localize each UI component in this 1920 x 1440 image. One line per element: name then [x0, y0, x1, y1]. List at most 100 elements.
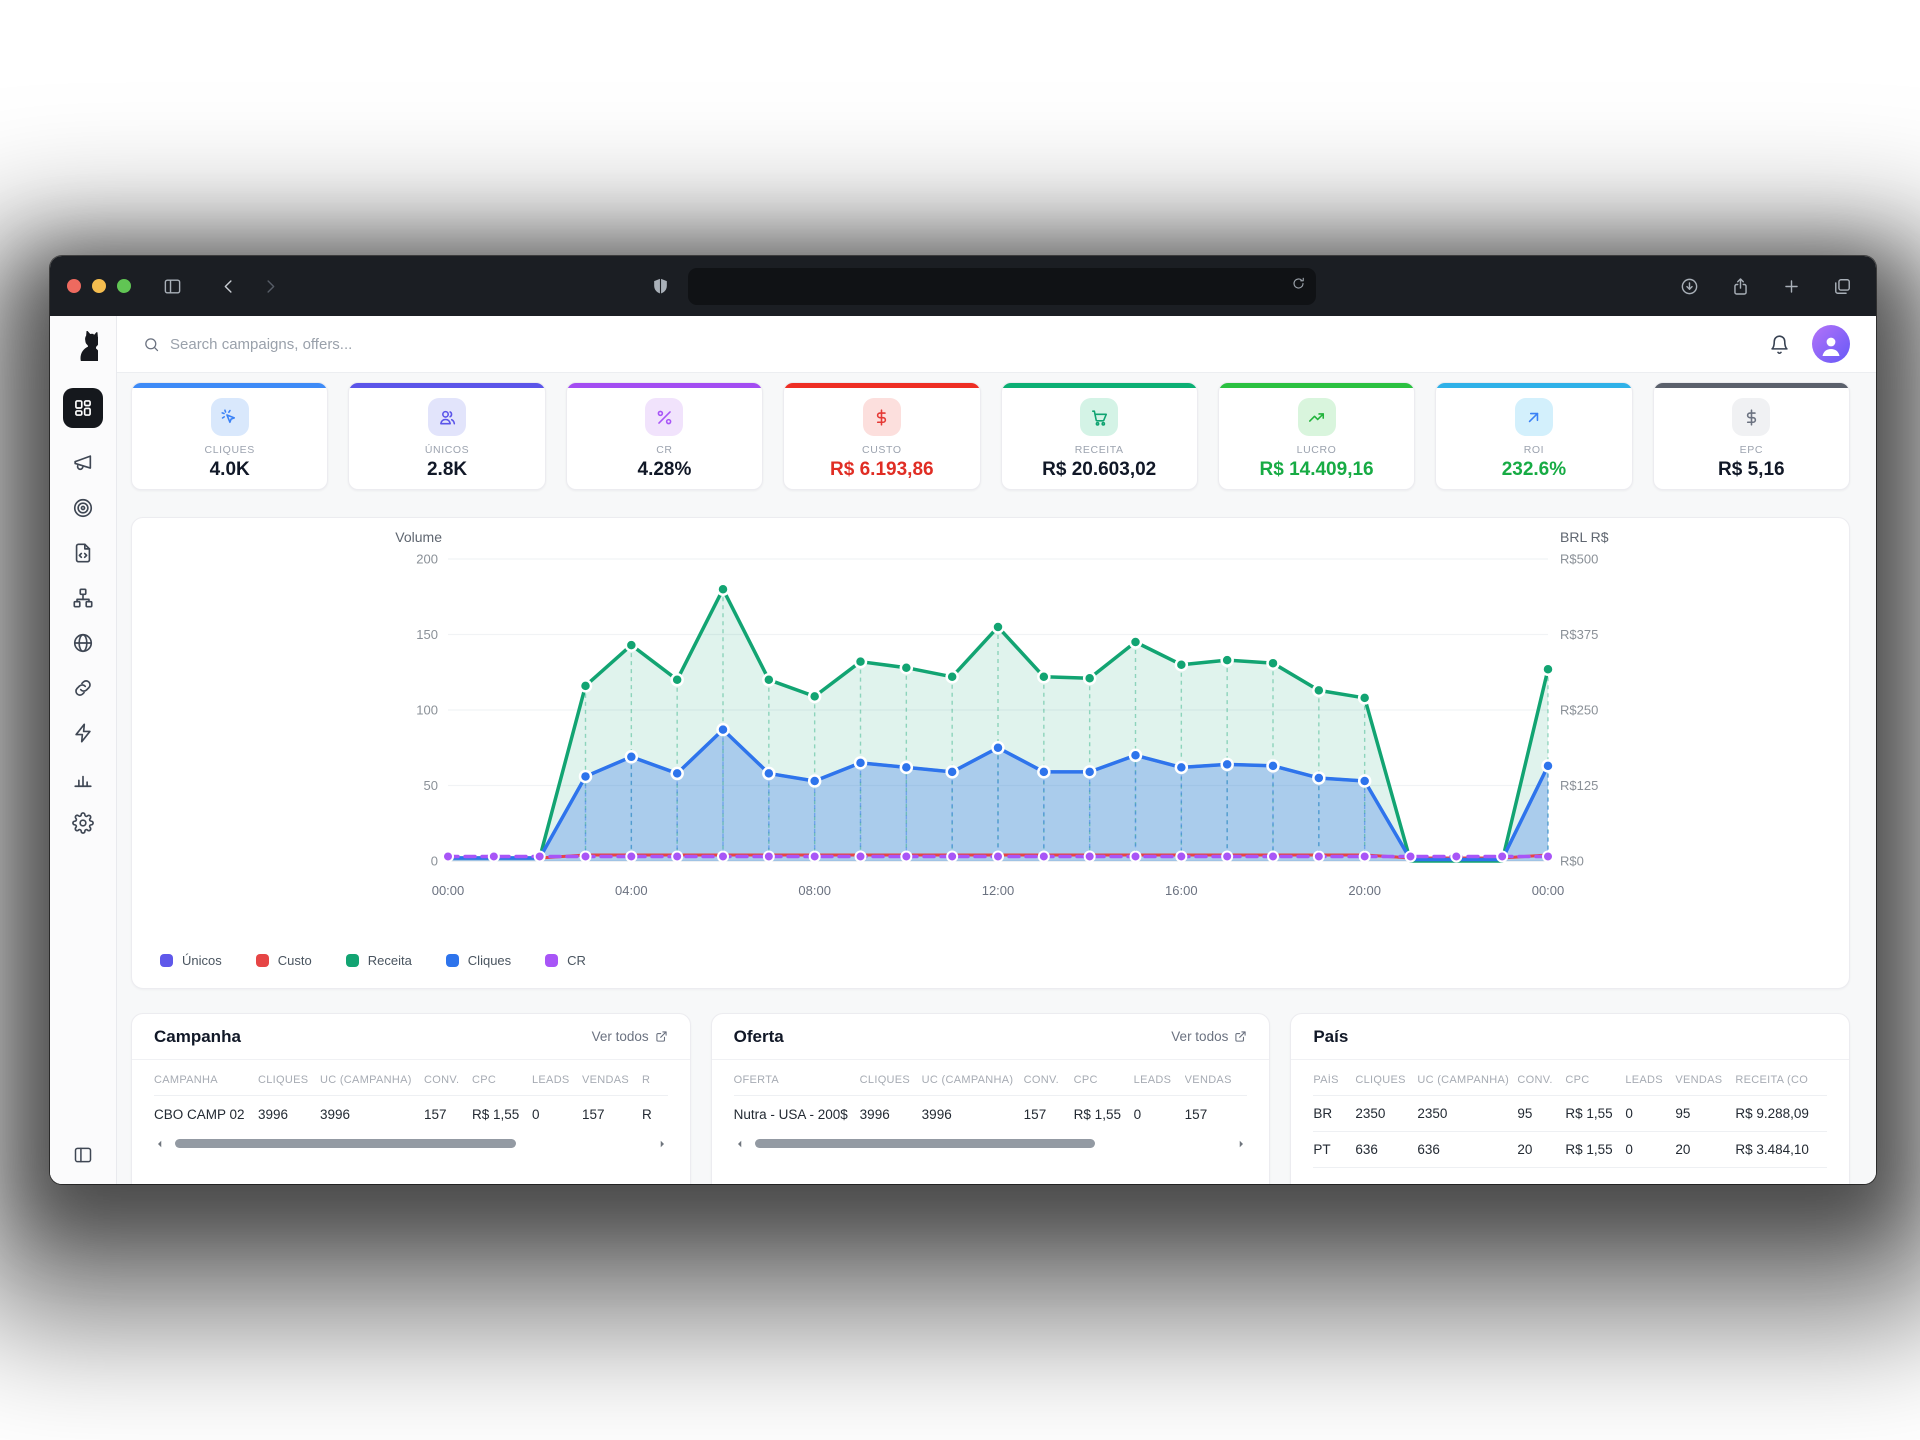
- table-cell: 157: [1023, 1106, 1047, 1122]
- tab-overview-icon[interactable]: [1825, 269, 1859, 303]
- column-header: R: [642, 1073, 651, 1086]
- shield-icon[interactable]: [644, 269, 678, 303]
- kpi-card-cr: CR 4.28%: [565, 382, 764, 490]
- column-header: CONV.: [1517, 1073, 1553, 1086]
- scrollbar-thumb[interactable]: [754, 1138, 1096, 1148]
- table-cell: 157: [582, 1106, 605, 1122]
- svg-text:BRL R$: BRL R$: [1560, 529, 1609, 545]
- column-header: CONV.: [424, 1073, 460, 1086]
- scrollbar-thumb[interactable]: [175, 1138, 516, 1148]
- column-header: VENDAS: [1675, 1073, 1723, 1086]
- column-header: CLIQUES: [859, 1073, 911, 1086]
- kpi-label: CUSTO: [862, 444, 902, 456]
- search-icon: [143, 336, 160, 353]
- scroll-left-icon[interactable]: [154, 1137, 166, 1149]
- kpi-card-roi: ROI 232.6%: [1435, 382, 1633, 490]
- collapse-sidebar-icon[interactable]: [73, 1145, 93, 1170]
- table-cell: 0: [1625, 1142, 1633, 1157]
- svg-text:04:00: 04:00: [615, 883, 648, 898]
- column-header: LEADS: [1625, 1073, 1663, 1086]
- kpi-value: 4.0K: [209, 459, 250, 480]
- search-input[interactable]: [170, 335, 1769, 353]
- bell-icon[interactable]: [1769, 334, 1790, 355]
- table-title: Oferta: [733, 1026, 784, 1046]
- horizontal-scrollbar[interactable]: [734, 1135, 1248, 1151]
- column-header: CPC: [1073, 1073, 1098, 1086]
- column-header: CPC: [472, 1073, 497, 1086]
- view-all-link[interactable]: Ver todos: [1171, 1029, 1247, 1044]
- table-cell: 3996: [921, 1106, 952, 1122]
- table-cell: R$ 1,55: [472, 1106, 520, 1122]
- svg-text:150: 150: [416, 627, 438, 642]
- sidebar-item-zap[interactable]: [71, 721, 95, 745]
- share-icon[interactable]: [1723, 269, 1757, 303]
- legend-item-custo[interactable]: Custo: [255, 953, 312, 968]
- downloads-icon[interactable]: [1672, 269, 1706, 303]
- scrollbar-track[interactable]: [751, 1138, 1231, 1148]
- table-row: PT 636 636 20 R$ 1,55 0 20 R$ 3.484,10: [1313, 1132, 1828, 1168]
- close-window-button[interactable]: [67, 279, 81, 293]
- table-cell: PT: [1313, 1142, 1331, 1157]
- svg-text:50: 50: [424, 778, 438, 793]
- table-card-campanha: Campanha Ver todos CAMPANHA CLIQUES UC (CAMP…: [131, 1013, 691, 1184]
- sidebar-item-network[interactable]: [71, 586, 95, 610]
- sidebar-item-globe[interactable]: [71, 631, 95, 655]
- legend-item-cr[interactable]: CR: [545, 953, 586, 968]
- legend-item-receita[interactable]: Receita: [345, 953, 412, 968]
- legend-swatch: [545, 954, 559, 967]
- sidebar-item-bar-chart[interactable]: [71, 766, 95, 790]
- kpi-value: R$ 5,16: [1718, 459, 1785, 480]
- column-header: CONV.: [1023, 1073, 1059, 1086]
- users-icon: [428, 398, 467, 436]
- scrollbar-track[interactable]: [171, 1138, 651, 1148]
- sidebar-item-gear[interactable]: [71, 811, 95, 835]
- sidebar-toggle-icon[interactable]: [155, 269, 189, 303]
- kpi-label: ROI: [1523, 444, 1545, 456]
- address-bar[interactable]: [687, 267, 1316, 305]
- horizontal-scrollbar[interactable]: [154, 1135, 668, 1151]
- browser-toolbar: [50, 256, 1876, 316]
- sidebar-item-link[interactable]: [71, 676, 95, 700]
- svg-text:R$375: R$375: [1560, 627, 1598, 642]
- legend-item-cliques[interactable]: Cliques: [445, 953, 512, 968]
- sidebar-item-dashboard[interactable]: [63, 388, 103, 428]
- scroll-left-icon[interactable]: [734, 1137, 746, 1149]
- svg-text:R$500: R$500: [1560, 552, 1598, 567]
- legend-label: CR: [567, 953, 586, 968]
- new-tab-icon[interactable]: [1774, 269, 1808, 303]
- table-cell: 20: [1517, 1142, 1533, 1157]
- scroll-right-icon[interactable]: [656, 1137, 668, 1149]
- sidebar-item-target[interactable]: [71, 496, 95, 520]
- legend-label: Únicos: [182, 953, 222, 968]
- minimize-window-button[interactable]: [92, 279, 106, 293]
- table-cell: 157: [1184, 1106, 1208, 1122]
- forward-icon[interactable]: [253, 269, 287, 303]
- dog-logo-icon[interactable]: [68, 330, 101, 367]
- zoom-window-button[interactable]: [117, 279, 131, 293]
- svg-text:0: 0: [431, 854, 438, 869]
- back-icon[interactable]: [211, 269, 245, 303]
- cart-icon: [1080, 398, 1119, 436]
- view-all-link[interactable]: Ver todos: [592, 1029, 668, 1044]
- app-header: [117, 316, 1876, 373]
- external-link-icon: [655, 1030, 668, 1043]
- scroll-right-icon[interactable]: [1235, 1137, 1247, 1149]
- column-header: CLIQUES: [258, 1073, 309, 1086]
- arrow-up-right-icon: [1514, 398, 1553, 436]
- legend-label: Cliques: [467, 953, 512, 968]
- sidebar-item-megaphone[interactable]: [71, 451, 95, 475]
- legend-item-únicos[interactable]: Únicos: [160, 953, 222, 968]
- external-link-icon: [1234, 1030, 1247, 1043]
- table-card-oferta: Oferta Ver todos OFERTA CLIQUES UC (CAMPANHA…: [710, 1013, 1271, 1184]
- app-root: CLIQUES 4.0K ÚNICOS 2.8K CR 4.28% CUSTO R$ 6.19…: [50, 316, 1876, 1184]
- kpi-label: RECEITA: [1074, 444, 1124, 456]
- kpi-value: 4.28%: [637, 459, 692, 480]
- sidebar-item-file-code[interactable]: [71, 541, 95, 565]
- kpi-accent-bar: [132, 383, 328, 388]
- kpi-value: 2.8K: [426, 459, 468, 480]
- avatar[interactable]: [1812, 325, 1850, 363]
- kpi-card-únicos: ÚNICOS 2.8K: [348, 382, 546, 490]
- svg-text:R$250: R$250: [1560, 703, 1598, 718]
- column-header: CPC: [1565, 1073, 1590, 1086]
- reload-icon[interactable]: [1291, 276, 1306, 296]
